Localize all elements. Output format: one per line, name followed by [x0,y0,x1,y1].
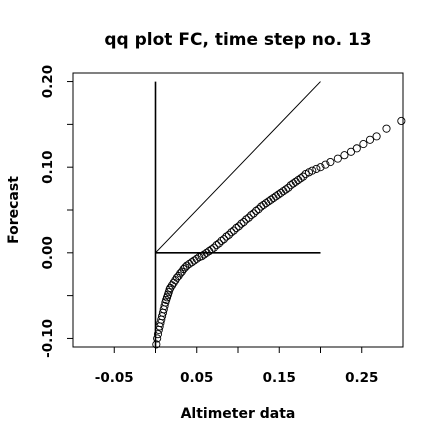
data-point [312,164,321,173]
reference-lines [154,81,321,347]
data-point [299,172,308,181]
data-point [232,223,241,233]
data-point [296,174,305,183]
data-point [160,301,169,310]
data-point [219,235,229,244]
data-point [382,124,391,133]
x-axis: -0.05 0.05 0.15 0.25 [95,347,378,386]
data-point [359,140,368,149]
data-point [326,157,335,167]
data-point [284,183,293,192]
x-tick-label: -0.05 [95,370,134,386]
data-point [165,285,174,294]
data-point [365,135,375,144]
data-point [217,236,226,245]
data-point [242,215,251,224]
data-point [281,185,290,194]
data-point [237,219,246,228]
data-point [346,147,356,156]
data-point [308,166,317,175]
data-point [244,213,253,222]
data-point [153,330,163,339]
data-point [321,160,330,169]
data-point [153,334,162,343]
data-point [249,209,258,218]
data-point [252,206,261,215]
data-point [227,228,236,237]
data-point [254,205,263,214]
data-point [214,239,224,248]
x-tick-label: 0.25 [345,370,378,386]
data-point [212,241,221,250]
data-point [234,222,243,231]
y-tick-label: 0.10 [40,151,56,184]
data-point [207,245,216,254]
x-tick-label: 0.05 [180,370,213,386]
data-point [316,163,325,172]
y-tick-label: -0.10 [40,319,56,358]
y-axis-label: Forecast [6,176,22,244]
data-point [352,144,361,153]
data-point [222,232,231,241]
reference-line-identity [155,81,321,254]
y-tick-label: 0.20 [40,65,56,98]
y-axis: -0.10 0.00 0.10 0.20 [40,65,73,358]
data-point [224,230,233,239]
data-point [192,254,201,263]
data-point [397,116,406,125]
data-point [152,340,161,349]
data-point [333,154,342,163]
data-point [239,217,248,227]
x-axis-label: Altimeter data [181,406,296,422]
data-point [229,226,238,235]
data-point [372,132,381,141]
x-tick-label: 0.15 [263,370,296,386]
y-tick-label: 0.00 [40,236,56,269]
data-points [152,116,406,349]
data-point [210,243,219,252]
data-point [340,151,349,160]
chart-title: qq plot FC, time step no. 13 [104,30,371,50]
data-point [247,211,256,220]
